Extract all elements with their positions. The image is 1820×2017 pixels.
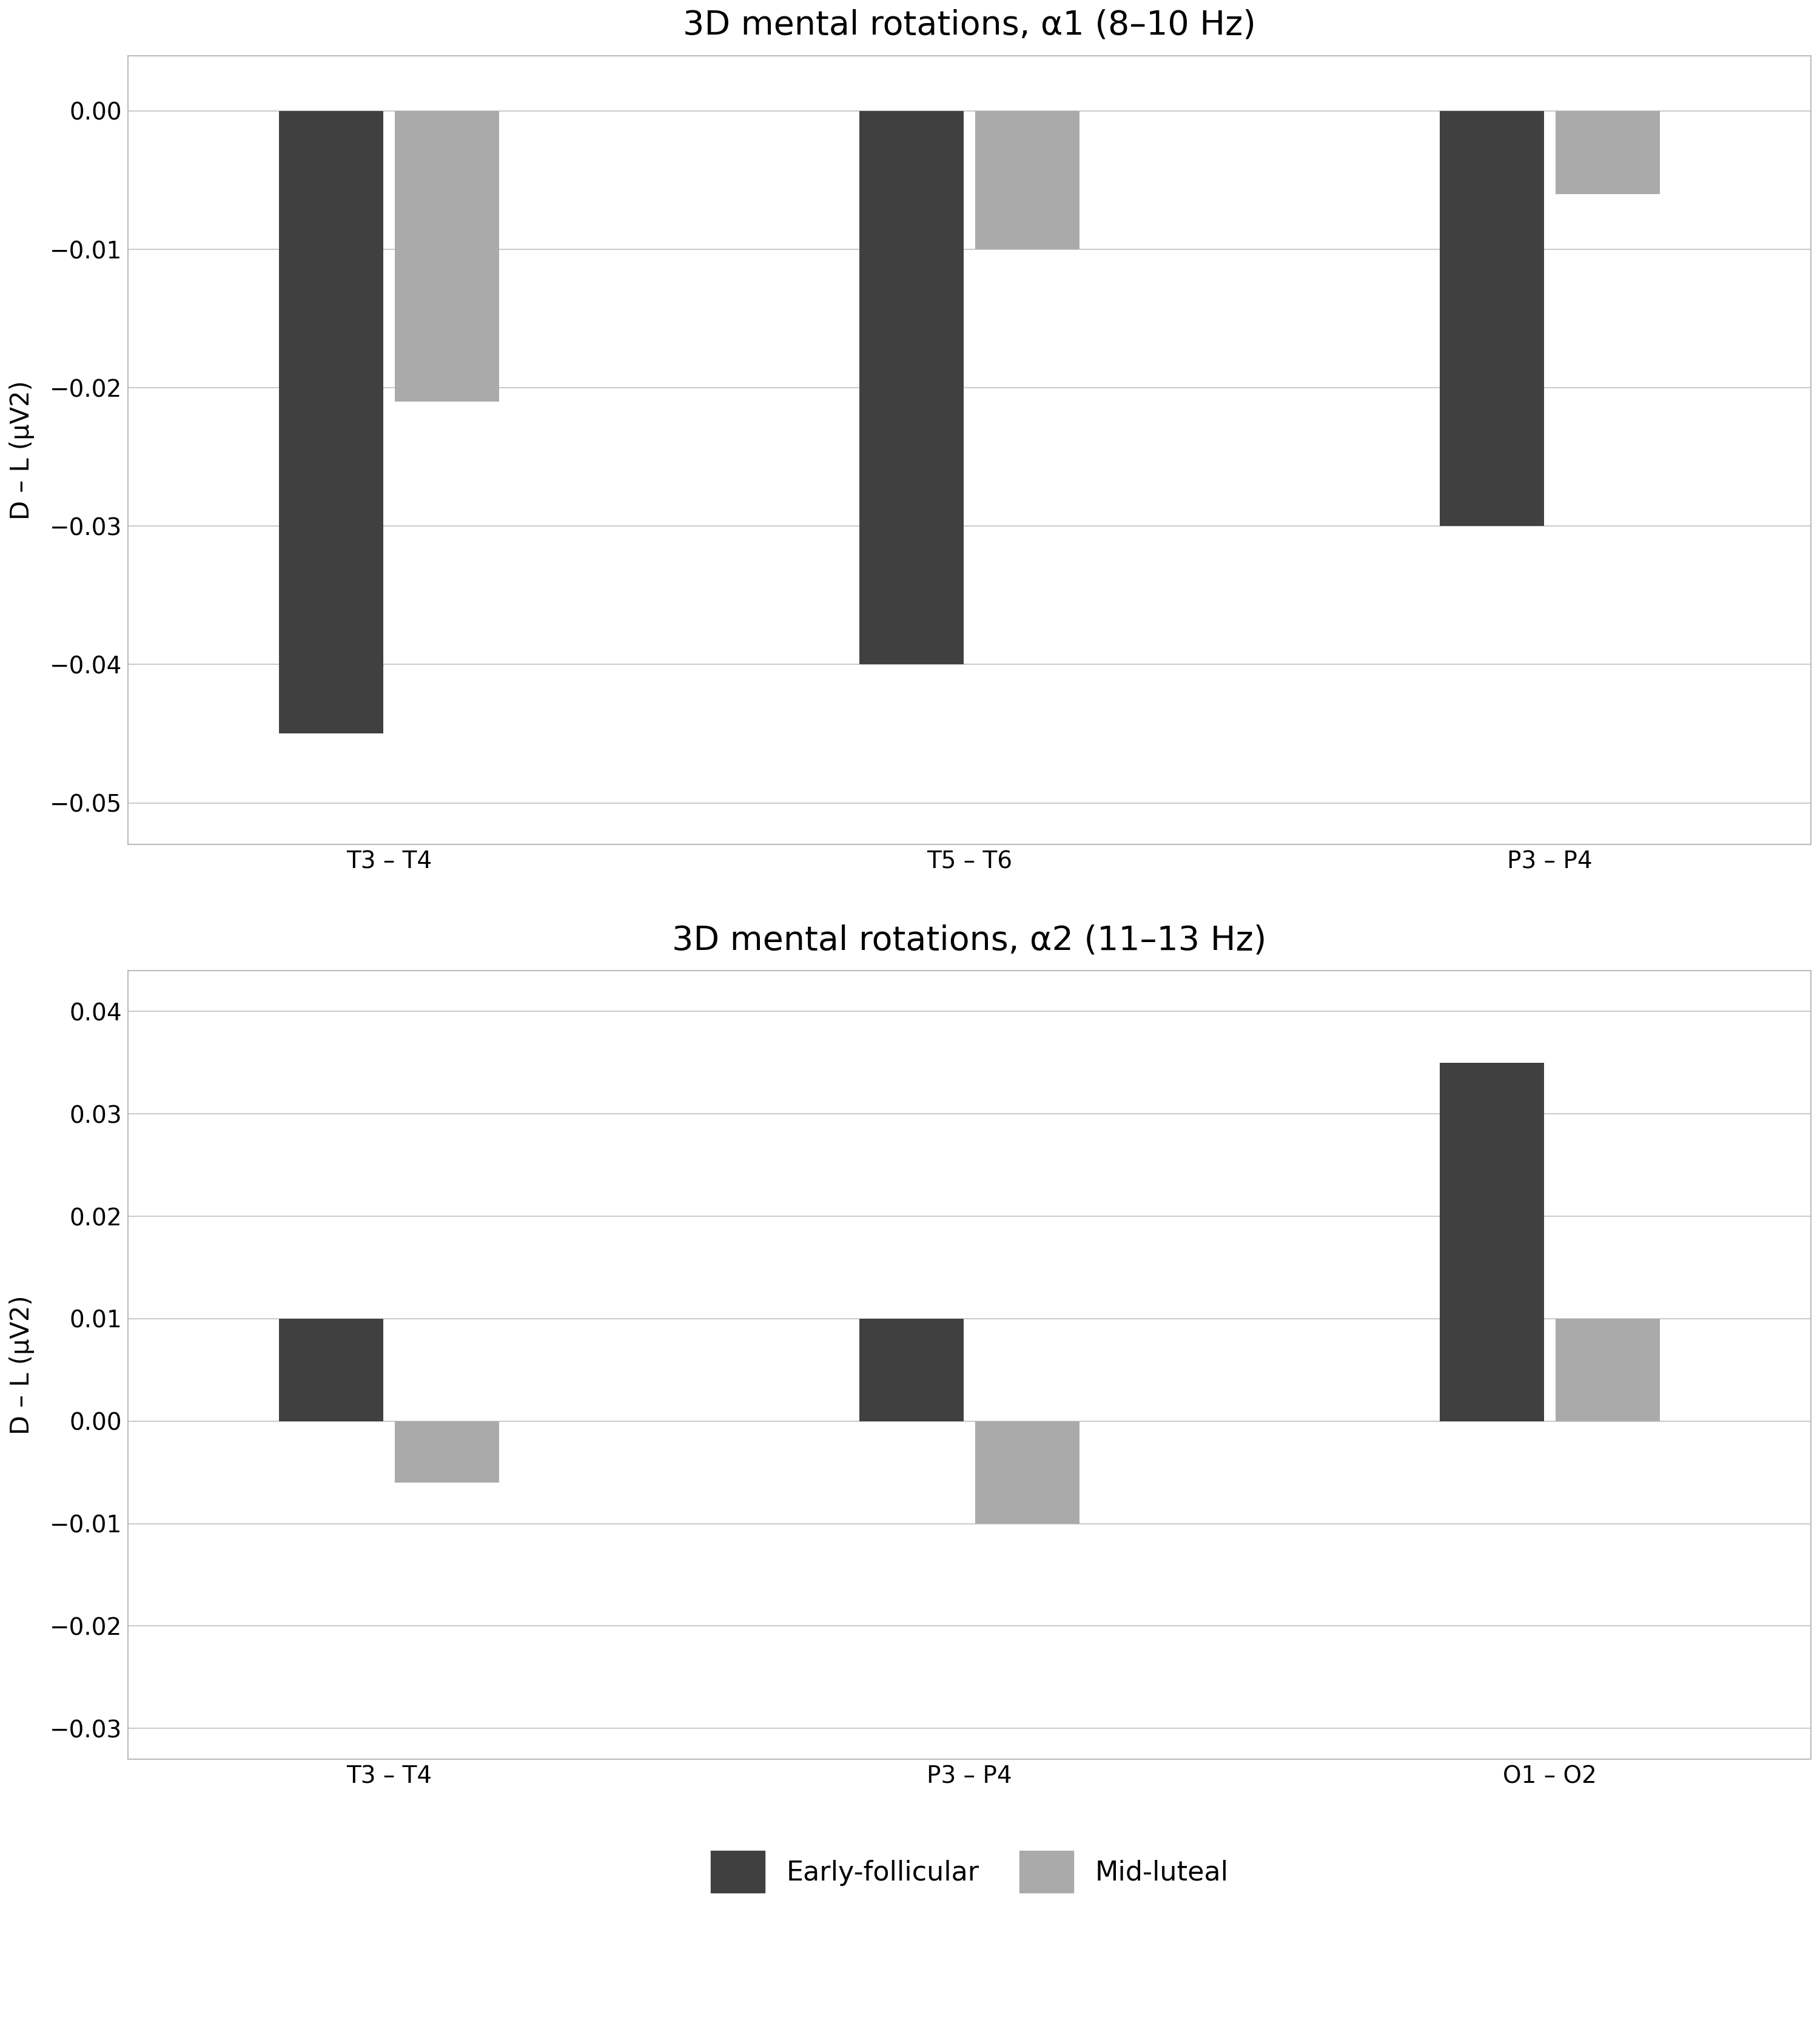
Bar xyxy=(859,111,963,664)
Bar xyxy=(395,111,499,401)
Bar xyxy=(278,1319,384,1422)
Y-axis label: D – L (μV2): D – L (μV2) xyxy=(9,1295,35,1434)
Bar xyxy=(1440,1063,1543,1422)
Legend: Early-follicular, Mid-luteal: Early-follicular, Mid-luteal xyxy=(701,1840,1239,1904)
Bar xyxy=(1556,111,1660,194)
Bar xyxy=(1556,1319,1660,1422)
Title: 3D mental rotations, α1 (8–10 Hz): 3D mental rotations, α1 (8–10 Hz) xyxy=(682,10,1256,42)
Y-axis label: D – L (μV2): D – L (μV2) xyxy=(9,381,35,520)
Bar xyxy=(278,111,384,734)
Bar xyxy=(1440,111,1543,526)
Bar xyxy=(395,1422,499,1482)
Bar xyxy=(976,111,1079,250)
Bar xyxy=(859,1319,963,1422)
Title: 3D mental rotations, α2 (11–13 Hz): 3D mental rotations, α2 (11–13 Hz) xyxy=(672,924,1267,956)
Bar xyxy=(976,1422,1079,1523)
